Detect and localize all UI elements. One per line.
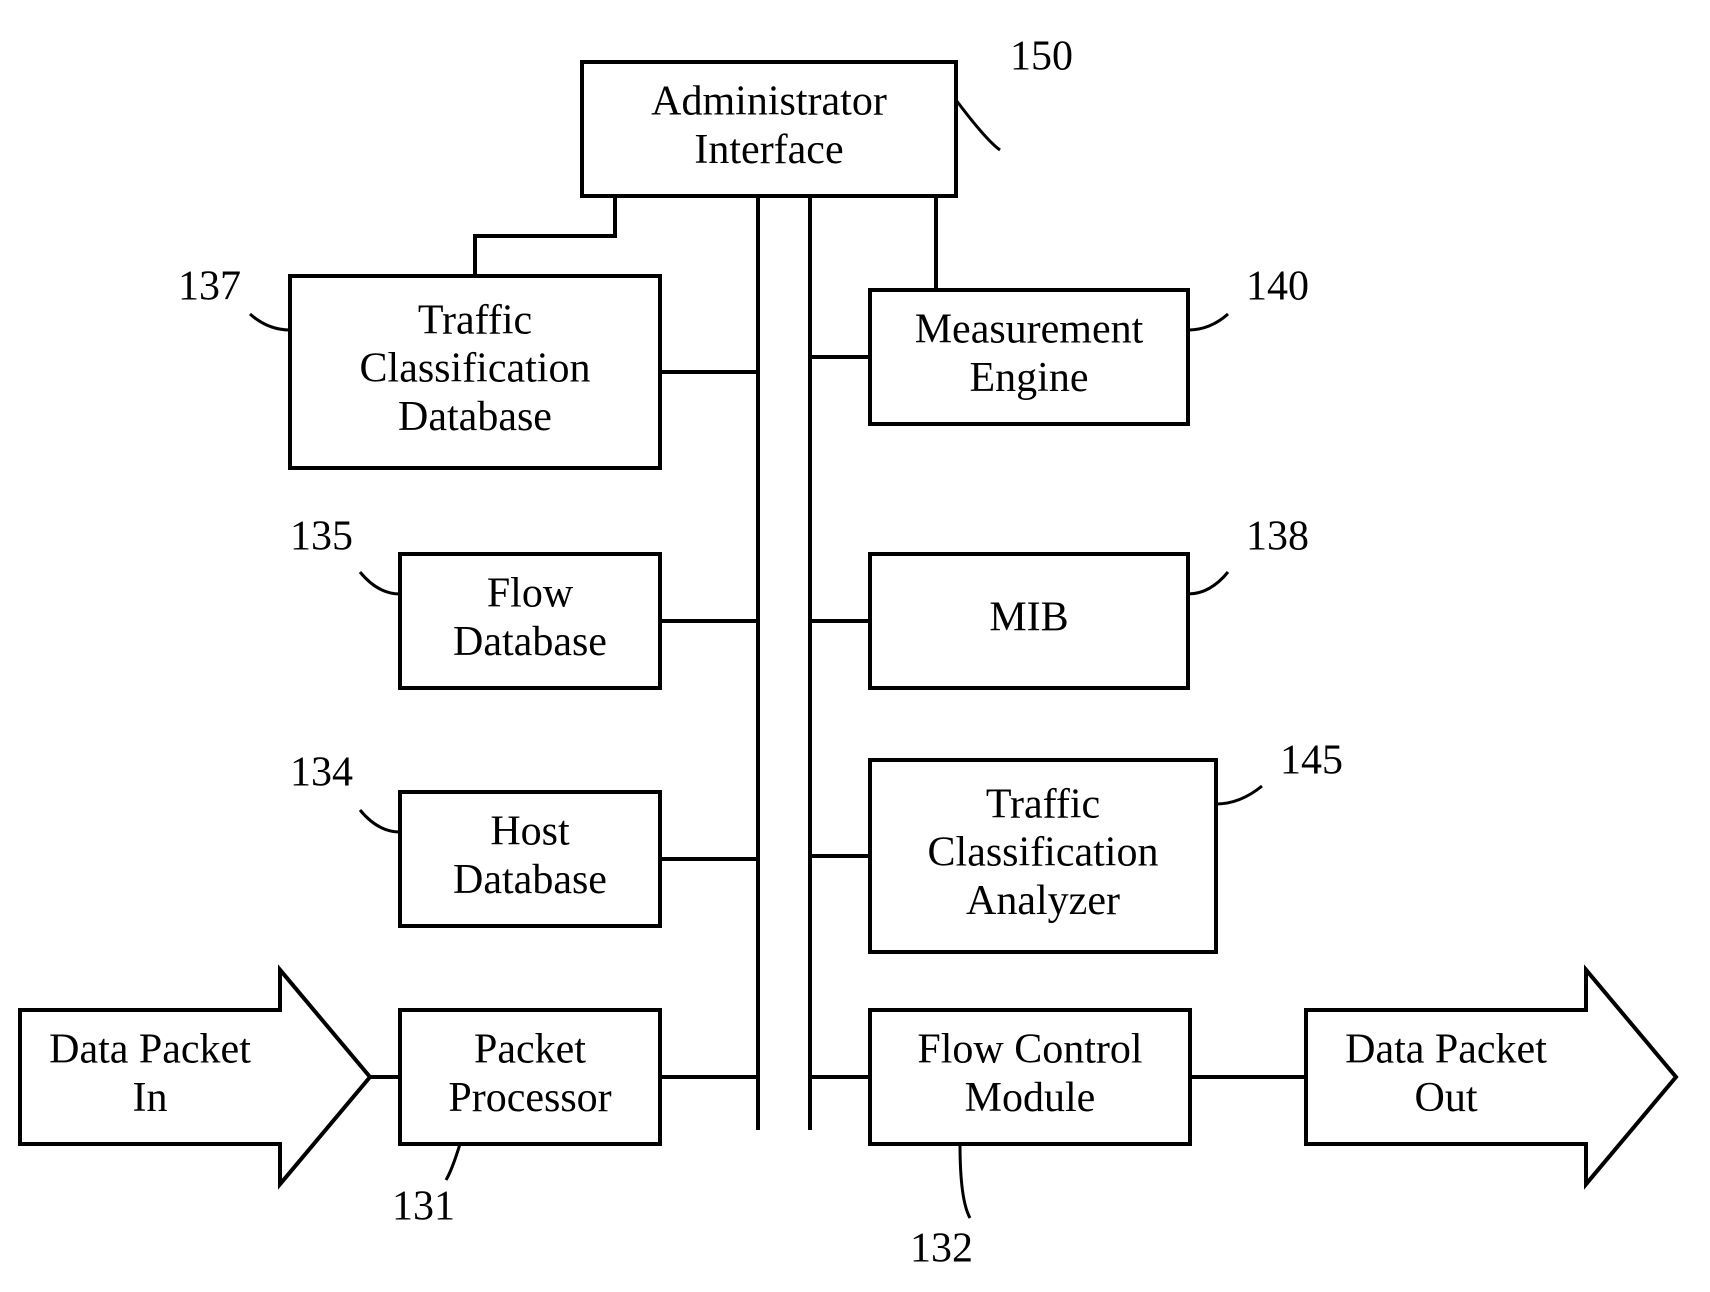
data-packet-out-arrow [1306,970,1676,1184]
pkt-label: Packet [474,1026,586,1072]
tcd-label: Database [398,394,552,440]
ref-138-lead [1188,572,1228,594]
data-packet-in-arrow-label: Data Packet [49,1026,251,1072]
ref-137-label: 137 [178,264,241,310]
ref-132-lead [960,1144,970,1218]
flowdb-label: Flow [487,570,574,616]
ref-131-label: 131 [392,1184,455,1230]
ref-131-lead [446,1144,460,1180]
ref-140-label: 140 [1246,264,1309,310]
meas-label: Measurement [915,306,1144,352]
admin-label: Interface [694,127,843,173]
ref-135-lead [360,572,400,594]
ref-134-lead [360,810,400,832]
ref-134-label: 134 [290,750,353,796]
ref-140-lead [1188,314,1228,330]
admin-to-tcd-line [475,196,615,276]
ref-135-label: 135 [290,514,353,560]
fcm-label: Flow Control [917,1026,1142,1072]
ref-145-lead [1216,786,1262,804]
tca-label: Traffic [986,781,1100,827]
ref-150-label: 150 [1010,34,1073,80]
ref-145-label: 145 [1280,738,1343,784]
flowdb-label: Database [453,619,607,665]
fcm-label: Module [965,1075,1096,1121]
tcd-label: Classification [360,346,591,392]
ref-138-label: 138 [1246,514,1309,560]
ref-150-lead [956,100,1000,150]
ref-137-lead [250,314,290,330]
tcd-label: Traffic [418,297,532,343]
tca-label: Analyzer [966,878,1120,924]
data-packet-in-arrow [20,970,370,1184]
ref-132-label: 132 [910,1226,973,1272]
data-packet-in-arrow-label: In [133,1075,168,1121]
meas-label: Engine [970,355,1089,401]
tca-label: Classification [928,830,1159,876]
data-packet-out-arrow-label: Out [1415,1075,1478,1121]
data-packet-out-arrow-label: Data Packet [1345,1026,1547,1072]
pkt-label: Processor [448,1075,611,1121]
hostdb-label: Database [453,857,607,903]
admin-label: Administrator [651,78,887,124]
hostdb-label: Host [490,808,570,854]
mib-label: MIB [989,595,1068,641]
